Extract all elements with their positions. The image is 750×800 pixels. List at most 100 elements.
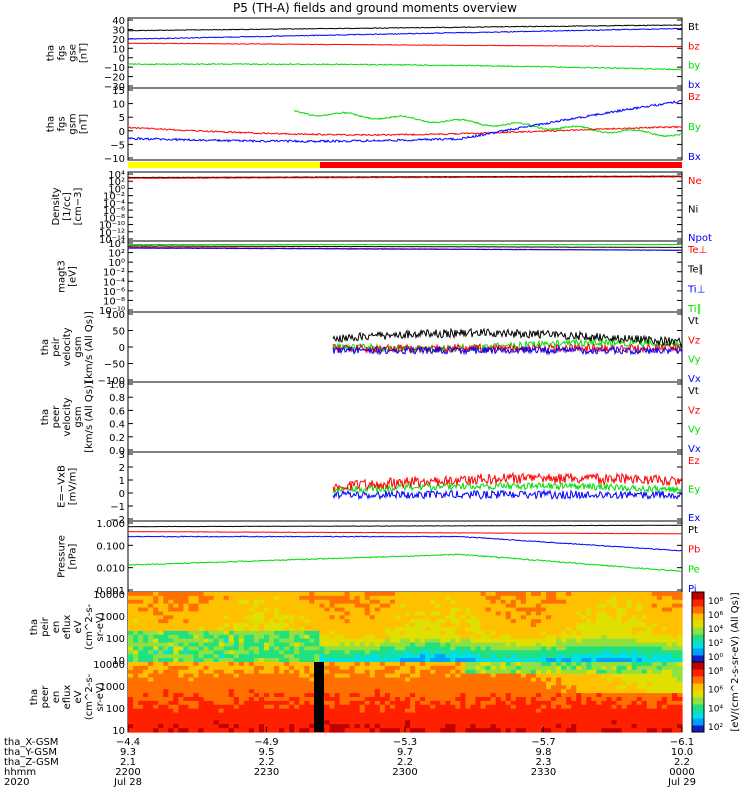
spectrogram-cell (399, 634, 406, 640)
spectrogram-cell (520, 627, 527, 632)
spectrogram-cell (626, 599, 633, 605)
spectrogram-cell (168, 615, 174, 620)
spectrogram-cell (324, 595, 331, 601)
spectrogram-cell (374, 623, 381, 628)
spectrogram-cell (405, 623, 411, 628)
spectrogram-cell (520, 630, 527, 636)
spectrogram-cell (606, 627, 613, 632)
spectrogram-cell (641, 615, 648, 620)
spectrogram-cell (394, 716, 401, 721)
spectrogram-cell (238, 658, 245, 663)
spectrogram-cell (616, 611, 623, 616)
spectrogram-cell (253, 650, 260, 655)
spectrogram-cell (405, 595, 411, 601)
spectrogram-cell (540, 592, 547, 597)
spectrogram-cell (520, 677, 527, 683)
spectrogram-cell (646, 599, 653, 605)
spectrogram-cell (233, 689, 240, 694)
spectrogram-cell (485, 689, 492, 694)
spectrogram-cell (173, 681, 179, 686)
spectrogram-cell (158, 638, 164, 644)
spectrogram-cell (420, 728, 426, 733)
spectrogram-cell (334, 623, 341, 628)
spectrogram-cell (364, 720, 371, 725)
spectrogram-cell (530, 658, 537, 663)
spectrogram-cell (561, 673, 567, 679)
spectrogram-cell (591, 673, 597, 679)
spectrogram-cell (470, 638, 477, 644)
spectrogram-cell (621, 654, 628, 659)
spectrogram-cell (430, 642, 436, 648)
y-tick-label: 20 (112, 35, 125, 46)
spectrogram-cell (415, 700, 421, 706)
spectrogram-cell (631, 623, 638, 628)
spectrogram-cell (465, 611, 472, 616)
spectrogram-cell (238, 665, 245, 671)
spectrogram-cell (389, 708, 396, 714)
spectrogram-cell (248, 689, 255, 694)
spectrogram-cell (460, 607, 467, 613)
spectrogram-cell (183, 619, 190, 624)
spectrogram-cell (611, 708, 618, 714)
spectrogram-cell (500, 627, 507, 632)
spectrogram-cell (646, 630, 653, 636)
spectrogram-cell (480, 712, 487, 718)
spectrogram-cell (284, 627, 290, 632)
spectrogram-cell (279, 716, 285, 721)
spectrogram-cell (203, 673, 210, 679)
colorbar-tick-label: 10² (708, 639, 723, 649)
y-tick-label: 50 (112, 327, 125, 338)
spectrogram-cell (405, 646, 411, 651)
spectrogram-cell (525, 630, 532, 636)
spectrogram-cell (369, 677, 376, 683)
spectrogram-cell (465, 712, 472, 718)
spectrogram-cell (556, 720, 562, 725)
y-tick-label: 10⁻⁶ (103, 206, 125, 217)
spectrogram-cell (213, 708, 220, 714)
spectrogram-cell (334, 634, 341, 640)
spectrogram-cell (384, 615, 391, 620)
spectrogram-cell (500, 658, 507, 663)
spectrogram-cell (163, 658, 169, 663)
spectrogram-cell (601, 642, 608, 648)
spectrogram-cell (420, 599, 426, 605)
spectrogram-cell (359, 658, 366, 663)
spectrogram-cell (591, 685, 597, 690)
spectrogram-cell (133, 623, 139, 628)
y-tick-label: 0.0 (109, 446, 125, 457)
spectrogram-cell (153, 595, 159, 601)
spectrogram-cell (485, 619, 492, 624)
spectrogram-cell (626, 677, 633, 683)
spectrogram-cell (661, 704, 668, 710)
spectrogram-cell (530, 627, 537, 632)
spectrogram-cell (178, 708, 184, 714)
spectrogram-cell (258, 603, 265, 609)
spectrogram-cell (389, 712, 396, 718)
spectrogram-cell (591, 708, 597, 714)
spectrogram-cell (676, 611, 683, 616)
spectrogram-cell (616, 720, 623, 725)
spectrogram-cell (213, 654, 220, 659)
spectrogram-cell (641, 662, 648, 667)
spectrogram-cell (258, 673, 265, 679)
spectrogram-cell (621, 592, 628, 597)
spectrogram-cell (294, 611, 300, 616)
spectrogram-cell (289, 677, 295, 683)
spectrogram-cell (525, 658, 532, 663)
spectrogram-cell (153, 603, 159, 609)
spectrogram-cell (344, 712, 351, 718)
spectrogram-cell (581, 700, 587, 706)
spectrogram-cell (641, 685, 648, 690)
spectrogram-cell (551, 700, 557, 706)
legend-entry: Pb (688, 545, 700, 556)
spectrogram-cell (445, 619, 451, 624)
spectrogram-cell (324, 638, 331, 644)
spectrogram-cell (359, 638, 366, 644)
spectrogram-cell (349, 627, 356, 632)
spectrogram-cell (263, 654, 270, 659)
spectrogram-cell (133, 724, 139, 729)
spectrogram-cell (369, 712, 376, 718)
spectrogram-cell (253, 615, 260, 620)
spectrogram-cell (304, 619, 310, 624)
spectrogram-cell (203, 619, 210, 624)
